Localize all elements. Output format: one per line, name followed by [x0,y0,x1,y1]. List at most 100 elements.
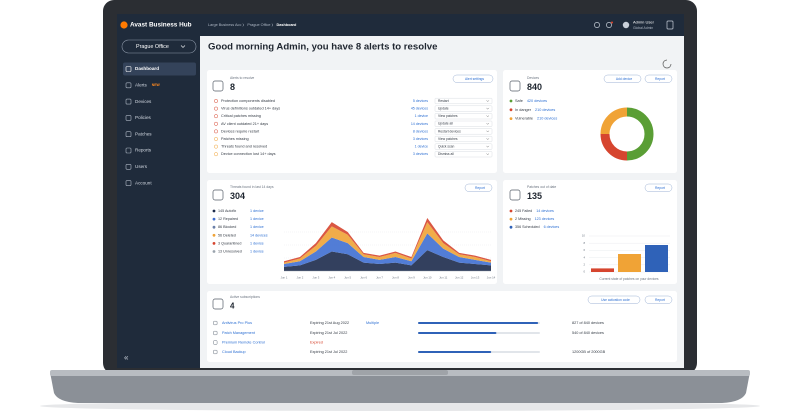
alert-name: Devices require restart [221,129,260,133]
notification-dot [611,21,613,24]
site-selector[interactable] [121,39,197,54]
alert-devices[interactable]: 8 devices [413,129,428,133]
card-icon [212,189,224,201]
patch-devices[interactable]: 6 devices [544,225,560,229]
activation-code-button-label[interactable]: Use activation code [601,298,630,302]
threat-devices[interactable]: 1 device [250,217,264,221]
settings-icon[interactable] [594,22,600,28]
breadcrumb[interactable]: Large Business Acc [208,23,241,27]
alert-action[interactable] [434,135,493,142]
threats-report-button[interactable] [464,183,493,192]
user-name: Admin User [633,20,655,25]
threat-label: 145 Autofix [218,209,236,213]
alert-action[interactable] [434,143,493,150]
threat-devices[interactable]: 1 device [250,209,264,213]
nav-item[interactable]: Account [135,180,152,185]
y-tick-label: 6 [583,248,585,252]
legend-value[interactable]: 420 devices [527,99,547,103]
legend-value[interactable]: 210 devices [535,108,555,112]
alert-devices[interactable]: 3 devices [413,152,428,156]
legend-dot [212,225,216,229]
alert-action[interactable] [434,128,493,135]
help-icon[interactable] [666,20,674,30]
report-button-label[interactable]: Report [655,77,665,81]
alert-action[interactable] [434,97,493,104]
threat-label: 13 Unresolved [218,249,242,253]
y-tick-label: 10 [582,234,586,238]
nav-item[interactable]: Devices [135,99,152,104]
subscription-status: Expired [310,341,323,345]
nav-icon [125,82,132,89]
card-icon [212,298,224,310]
breadcrumb[interactable]: Prague Office [247,23,270,27]
x-tick-label: Jun 5 [344,276,351,280]
legend-dot [212,209,216,213]
card-count: 8 [230,82,235,92]
threat-area [284,218,491,263]
alert-settings-button-label[interactable]: Alert settings [465,77,484,81]
subscription-icon [213,349,218,355]
alert-devices[interactable]: 5 devices [413,99,428,103]
report-button[interactable] [644,74,673,83]
nav-item[interactable]: Users [135,164,148,169]
subscription-icon [213,320,218,326]
alert-devices[interactable]: 45 devices [411,107,428,111]
subscription-name[interactable]: Premium Remote Control [222,341,265,345]
patches-report-button-label[interactable]: Report [655,186,665,190]
add-device-button-label[interactable]: Add device [616,77,632,81]
bar [591,268,614,272]
alert-icon [214,137,218,141]
threat-devices[interactable]: 1 device [250,241,264,245]
subscription-name[interactable]: Patch Management [222,331,256,335]
alert-settings-button[interactable] [452,74,494,83]
legend-dot [509,225,513,229]
shadow [40,401,760,411]
add-device-button[interactable] [603,74,642,83]
alert-action[interactable] [434,113,493,120]
alert-devices[interactable]: 3 devices [413,137,428,141]
subscription-link[interactable]: Multiple [366,321,379,325]
patch-devices[interactable]: 14 devices [536,209,554,213]
threat-devices[interactable]: 1 device [250,249,264,253]
alert-action[interactable] [434,105,493,112]
nav-item[interactable]: Patches [135,131,152,136]
activation-code-button[interactable] [587,295,641,304]
threat-devices[interactable]: 14 devices [250,233,268,237]
patch-devices[interactable]: 123 devices [535,217,555,221]
alert-action[interactable] [434,151,493,158]
threat-devices[interactable]: 1 device [250,225,264,229]
alert-devices[interactable]: 1 device [415,145,428,149]
nav-item[interactable]: Alerts [135,83,147,88]
alert-devices[interactable]: 1 device [415,114,428,118]
alert-action-label: View patches [438,114,458,118]
nav-item[interactable]: Policies [135,115,152,120]
card-count: 135 [527,191,542,201]
site-name[interactable]: Prague Office [136,44,169,50]
legend-value[interactable]: 210 devices [537,117,557,121]
subscriptions-report-button[interactable] [644,295,673,304]
alert-devices[interactable]: 14 devices [411,122,428,126]
card [207,70,497,173]
patches-report-button[interactable] [644,183,673,192]
subscriptions-report-button-label[interactable]: Report [655,298,665,302]
subscription-usage: 540 of 840 devices [572,331,604,335]
x-tick-label: Jun 12 [455,276,464,280]
alert-action[interactable] [434,120,493,127]
nav-item[interactable]: Reports [135,148,152,153]
notifications-icon[interactable] [606,22,612,28]
subscription-name[interactable]: Cloud Backup [222,350,246,354]
refresh-icon[interactable] [662,59,672,69]
x-tick-label: Jun 6 [360,276,367,280]
alert-action-label: View patches [438,137,458,141]
y-tick-label: 2 [583,263,585,267]
y-tick-label: 0 [583,270,585,274]
subscription-name[interactable]: Antivirus Pro Plus [222,321,252,325]
nav-item[interactable]: Dashboard [135,66,159,71]
legend-label: In danger [515,108,532,112]
subscription-status: Expiring 21st Jul 2022 [310,331,347,335]
collapse-icon[interactable]: « [124,353,129,362]
avatar[interactable] [622,21,630,29]
x-tick-label: Jun 7 [376,276,383,280]
threats-report-button-label[interactable]: Report [475,186,485,190]
